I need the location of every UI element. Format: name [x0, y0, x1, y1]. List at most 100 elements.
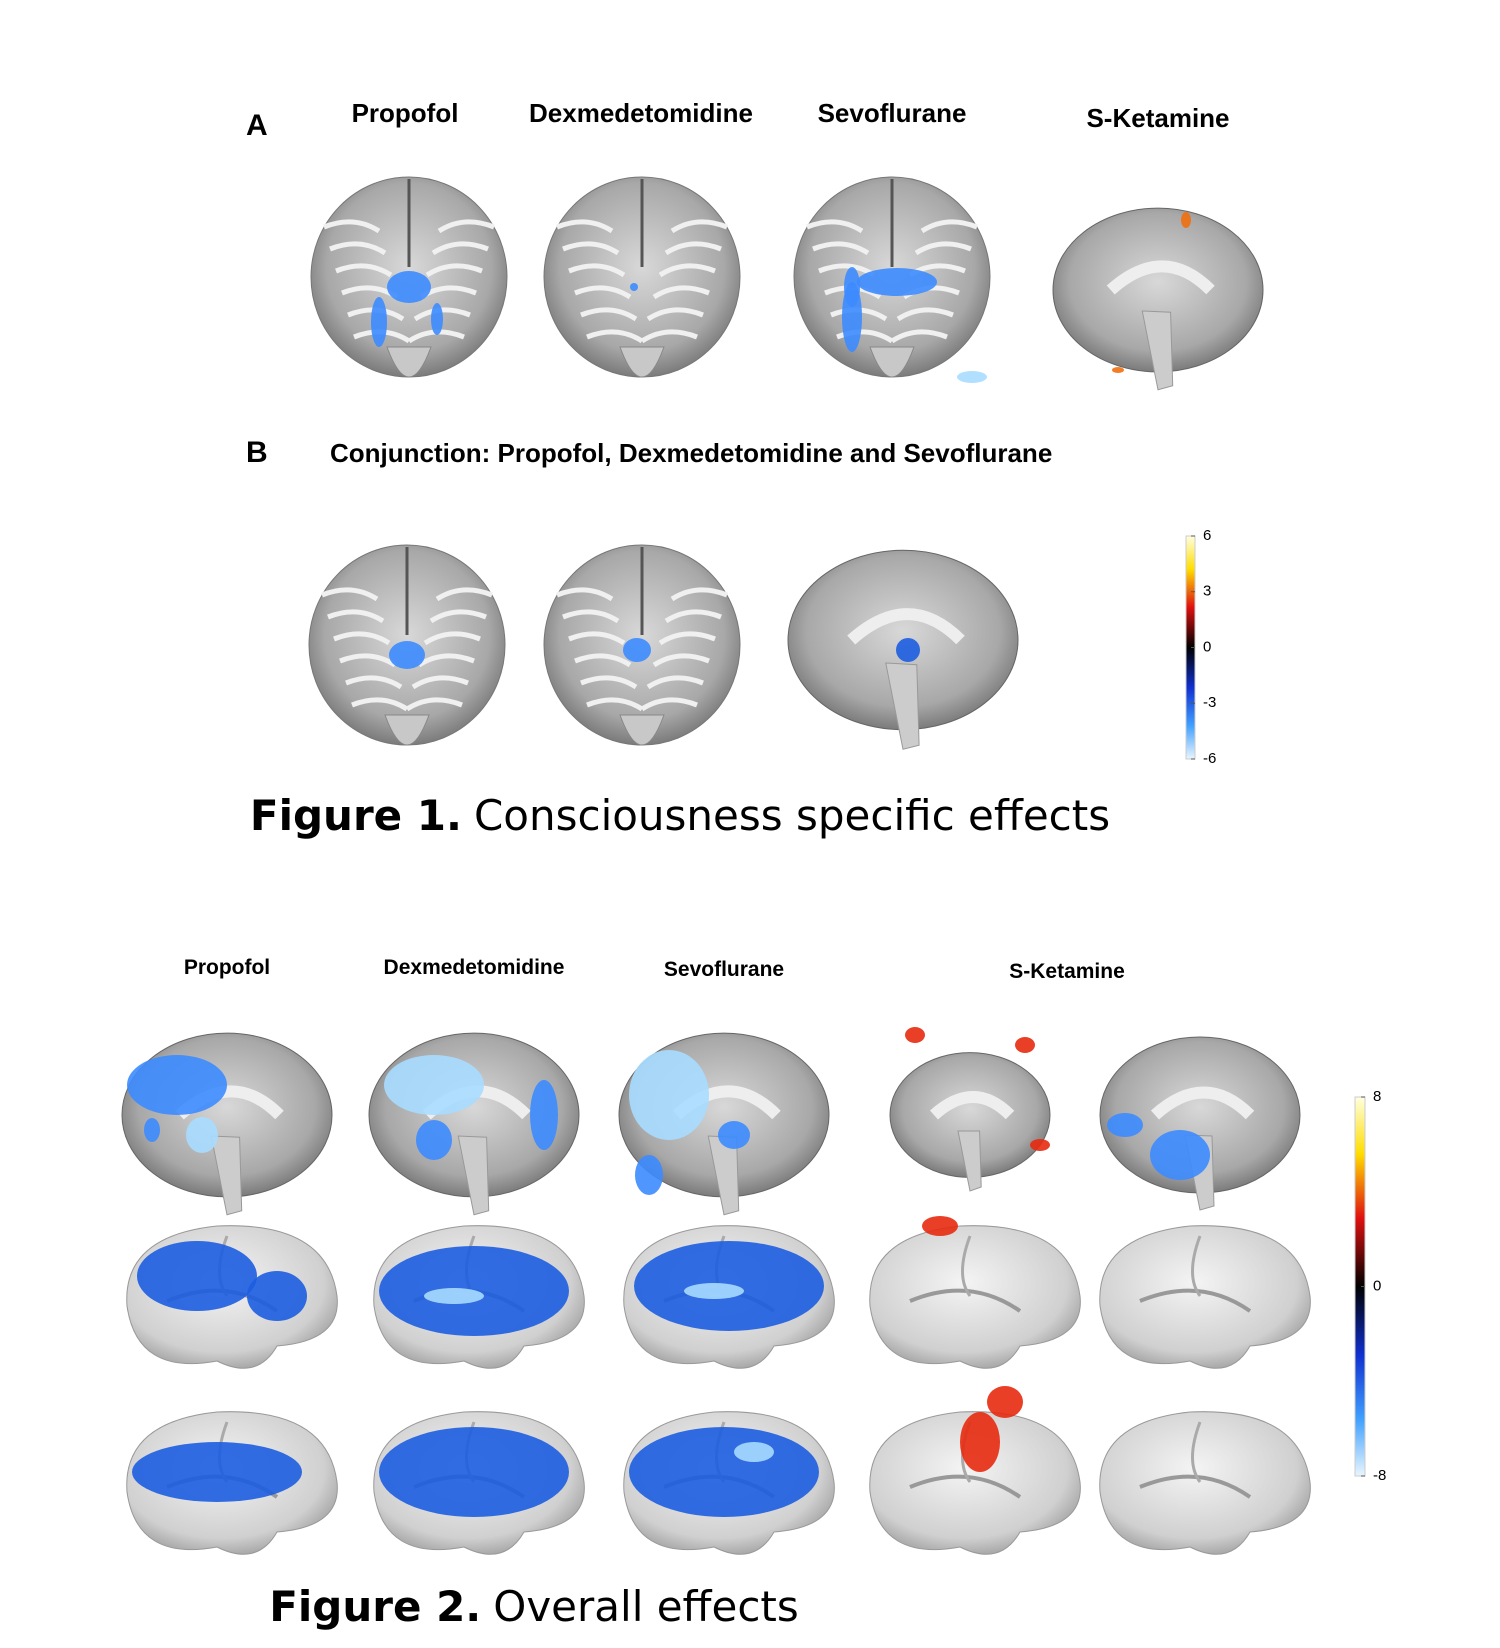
brain — [1099, 1411, 1311, 1555]
caption-label: Figure 2. — [269, 1582, 481, 1631]
activation — [1107, 1113, 1143, 1137]
gyrus — [836, 329, 894, 344]
gyrus — [429, 609, 487, 624]
brain — [1099, 1225, 1311, 1369]
brain-coronal — [543, 544, 741, 746]
brain-coronal — [310, 176, 508, 378]
activation — [623, 638, 651, 662]
brain-coronal — [793, 176, 991, 383]
corpus-callosum — [1150, 1086, 1255, 1120]
colorbar-tick-label: 0 — [1203, 638, 1211, 655]
brain-stem — [869, 346, 915, 378]
corpus-callosum — [1106, 260, 1215, 295]
activation — [132, 1442, 302, 1502]
gyrus — [562, 241, 620, 256]
column-label: Propofol — [352, 98, 459, 128]
gyrus — [812, 241, 870, 256]
gyrus — [321, 587, 379, 602]
colorbar-tick-label: -3 — [1203, 694, 1216, 711]
activation — [957, 371, 987, 383]
gyrus — [640, 697, 698, 712]
gyrus — [806, 219, 864, 234]
gyrus — [580, 307, 638, 322]
brain-sagittal — [1099, 1036, 1301, 1211]
gyrus — [652, 653, 710, 668]
gyrus — [920, 219, 978, 234]
activation — [387, 271, 431, 303]
brain-sagittal — [889, 1027, 1051, 1192]
colorbar-tick-label: 8 — [1373, 1088, 1381, 1105]
column-label: S-Ketamine — [1086, 103, 1229, 133]
brain-stem — [619, 346, 665, 378]
gyrus — [646, 307, 704, 322]
activation — [186, 1117, 218, 1153]
colorbar-tick-label: 3 — [1203, 583, 1211, 600]
colorbar-tick-label: -8 — [1373, 1467, 1386, 1484]
activation — [144, 1118, 160, 1142]
gyrus — [568, 631, 626, 646]
brain-surface — [1099, 1225, 1311, 1369]
activation — [137, 1241, 257, 1311]
gyrus — [423, 631, 481, 646]
activation — [905, 1027, 925, 1043]
gyrus — [640, 329, 698, 344]
gyrus — [327, 609, 385, 624]
gyrus — [664, 609, 722, 624]
activation — [530, 1080, 558, 1150]
activation — [416, 1120, 452, 1160]
gyrus — [351, 697, 409, 712]
gyrus — [652, 285, 710, 300]
activation — [922, 1216, 958, 1236]
gyrus — [580, 675, 638, 690]
gyrus — [411, 675, 469, 690]
brain — [869, 1411, 1081, 1555]
brain-sagittal — [1052, 207, 1264, 391]
gyrus — [556, 219, 614, 234]
gyrus — [329, 241, 387, 256]
brain-sagittal — [618, 1032, 830, 1216]
activation — [1112, 367, 1124, 373]
brain-surface — [373, 1411, 585, 1555]
activation — [127, 1055, 227, 1115]
gyrus — [914, 241, 972, 256]
colorbar-tick-label: 6 — [1203, 527, 1211, 544]
caption: Figure 1. Consciousness specific effects — [250, 791, 1110, 840]
activation — [734, 1442, 774, 1462]
brain-surface — [869, 1386, 1081, 1555]
panel-label: A — [246, 109, 268, 142]
brain-surface — [1099, 1411, 1311, 1555]
column-label: Dexmedetomidine — [529, 98, 753, 128]
activation — [844, 267, 860, 307]
gyrus — [405, 697, 463, 712]
caption: Figure 2. Overall effects — [269, 1582, 799, 1631]
brain-surface — [373, 1225, 585, 1369]
column-label: Propofol — [184, 956, 270, 979]
column-label: Dexmedetomidine — [384, 956, 565, 979]
gyrus — [896, 307, 954, 322]
caption-text: Overall effects — [493, 1582, 799, 1631]
activation — [718, 1121, 750, 1149]
brain-sagittal — [787, 549, 1019, 750]
activation — [1150, 1130, 1210, 1180]
gyrus — [431, 241, 489, 256]
brain-coronal — [543, 176, 741, 378]
activation — [629, 1050, 709, 1140]
gyrus — [345, 675, 403, 690]
gyrus — [556, 587, 614, 602]
activation — [431, 303, 443, 335]
activation — [371, 297, 387, 347]
caption-label: Figure 1. — [250, 791, 462, 840]
column-label: Sevoflurane — [664, 958, 784, 981]
gyrus — [646, 675, 704, 690]
activation — [384, 1055, 484, 1115]
brain-stem — [1141, 310, 1174, 391]
activation — [389, 641, 425, 669]
brain-surface — [126, 1225, 338, 1369]
activation — [629, 1427, 819, 1517]
gyrus — [425, 263, 483, 278]
activation — [684, 1283, 744, 1299]
panel-label: B — [246, 436, 268, 469]
sulcus — [1191, 1235, 1202, 1297]
brain-stem — [619, 714, 665, 746]
